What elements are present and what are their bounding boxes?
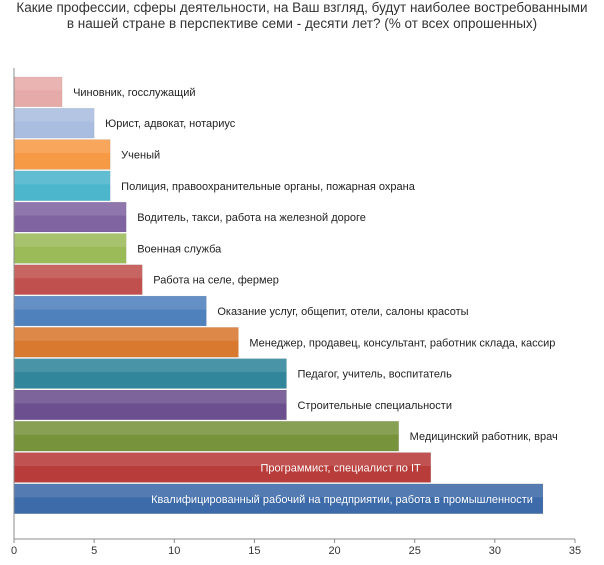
bar-label-10: Строительные специальности xyxy=(297,400,452,412)
bars-group xyxy=(13,76,544,514)
bar-label-8: Менеджер, продавец, консультант, работни… xyxy=(249,337,555,349)
bar-6 xyxy=(13,264,143,295)
chart-title: Какие профессии, сферы деятельности, на … xyxy=(0,0,604,32)
bar-5 xyxy=(13,233,127,264)
bar-highlight-5 xyxy=(14,233,127,247)
bar-highlight-8 xyxy=(14,327,239,341)
bar-label-7: Оказание услуг, общепит, отели, салоны к… xyxy=(217,306,468,318)
chart-title-line-2: в нашей стране в перспективе семи - деся… xyxy=(66,16,538,31)
bar-highlight-10 xyxy=(14,390,287,404)
bar-12 xyxy=(13,452,431,483)
bar-7 xyxy=(13,295,207,327)
bar-highlight-1 xyxy=(14,108,95,122)
bar-label-12: Программист, специалист по IT xyxy=(260,463,421,475)
x-tick-label-2: 10 xyxy=(168,545,180,557)
bar-highlight-13 xyxy=(14,483,543,498)
bar-label-9: Педагог, учитель, воспитатель xyxy=(297,369,452,381)
x-tick-label-7: 35 xyxy=(569,545,581,557)
bar-13 xyxy=(13,483,544,514)
bar-3 xyxy=(13,170,111,201)
bar-highlight-6 xyxy=(14,264,143,279)
x-tick-label-6: 30 xyxy=(489,545,501,557)
bar-highlight-12 xyxy=(14,452,431,467)
bar-highlight-11 xyxy=(14,421,399,435)
x-tick-label-0: 0 xyxy=(11,545,17,557)
bar-2 xyxy=(13,139,111,170)
x-tick-label-3: 15 xyxy=(248,545,260,557)
bar-label-4: Водитель, такси, работа на железной доро… xyxy=(137,212,366,224)
bar-highlight-9 xyxy=(14,358,287,373)
bar-label-1: Юрист, адвокат, нотариус xyxy=(105,118,236,130)
bar-label-13: Квалифицированный рабочий на предприятии… xyxy=(151,494,533,506)
bar-highlight-0 xyxy=(14,77,63,91)
bar-8 xyxy=(13,327,239,358)
bar-10 xyxy=(13,389,287,421)
bar-labels-group: Чиновник, госслужащий Юрист, адвокат, нот… xyxy=(73,87,558,506)
bar-highlight-4 xyxy=(14,202,127,216)
x-tick-label-1: 5 xyxy=(91,545,97,557)
bar-highlight-7 xyxy=(14,296,207,310)
bar-label-3: Полиция, правоохранительные органы, пожа… xyxy=(121,181,416,193)
chart-title-line-1: Какие профессии, сферы деятельности, на … xyxy=(16,0,588,15)
bar-label-11: Медицинский работник, врач xyxy=(410,431,558,443)
x-tick-label-4: 20 xyxy=(328,545,340,557)
bar-0 xyxy=(13,76,63,108)
bar-highlight-3 xyxy=(14,170,111,185)
bar-4 xyxy=(13,201,127,233)
axes-group: 0 5 10 15 20 25 30 35 xyxy=(11,68,581,557)
bar-9 xyxy=(13,358,287,389)
bar-label-5: Военная служба xyxy=(137,243,222,255)
bar-label-6: Работа на селе, фермер xyxy=(153,275,279,287)
bar-label-0: Чиновник, госслужащий xyxy=(73,87,195,99)
bar-highlight-2 xyxy=(14,139,111,154)
x-tick-label-5: 25 xyxy=(409,545,421,557)
bar-11 xyxy=(13,421,399,452)
bar-1 xyxy=(13,108,95,139)
bar-label-2: Ученый xyxy=(121,150,160,162)
